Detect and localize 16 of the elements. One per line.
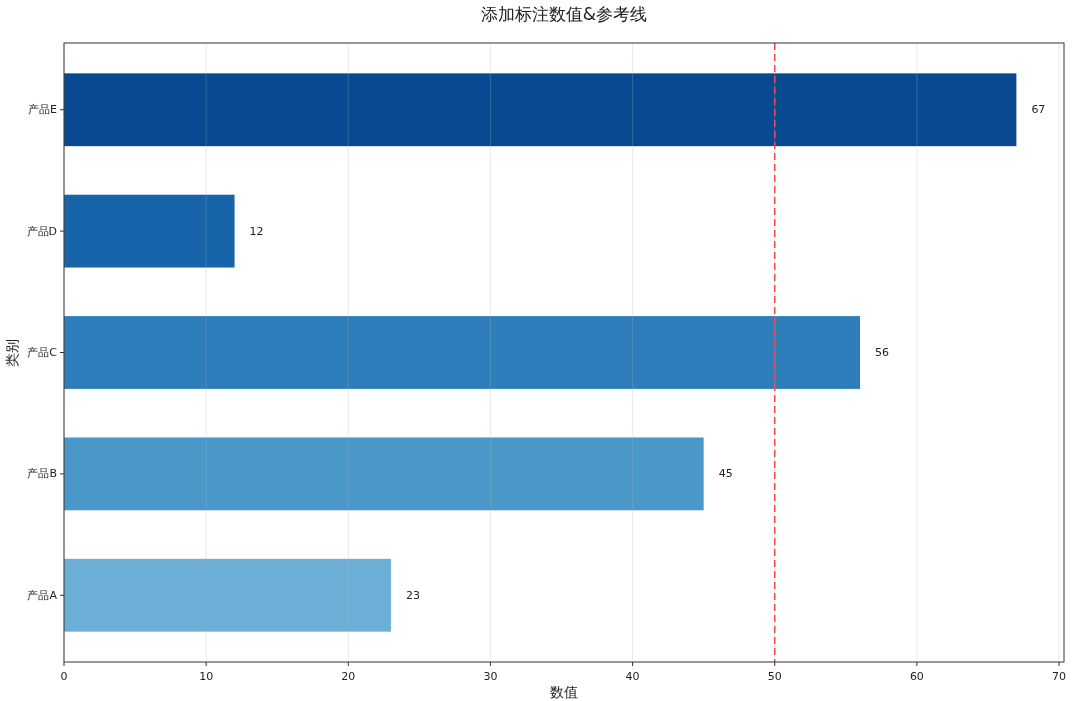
x-axis-title: 数值 — [550, 684, 578, 700]
chart-title: 添加标注数值&参考线 — [480, 4, 648, 24]
y-tick-label: 产品B — [27, 467, 57, 481]
x-tick-label: 40 — [625, 670, 640, 683]
x-tick-label: 70 — [1052, 670, 1067, 683]
y-axis-title: 类别 — [4, 338, 20, 367]
y-tick-label: 产品C — [27, 346, 58, 359]
x-tick-label: 20 — [341, 670, 356, 683]
x-tick-label: 30 — [483, 670, 498, 683]
x-tick-label: 60 — [909, 670, 924, 683]
y-tick-label: 产品A — [27, 588, 58, 602]
x-tick-label: 0 — [60, 670, 68, 683]
y-tick-label: 产品D — [26, 224, 57, 238]
x-tick-label: 10 — [199, 670, 214, 683]
y-tick-label: 产品E — [28, 103, 58, 117]
x-tick-label: 50 — [767, 670, 782, 683]
